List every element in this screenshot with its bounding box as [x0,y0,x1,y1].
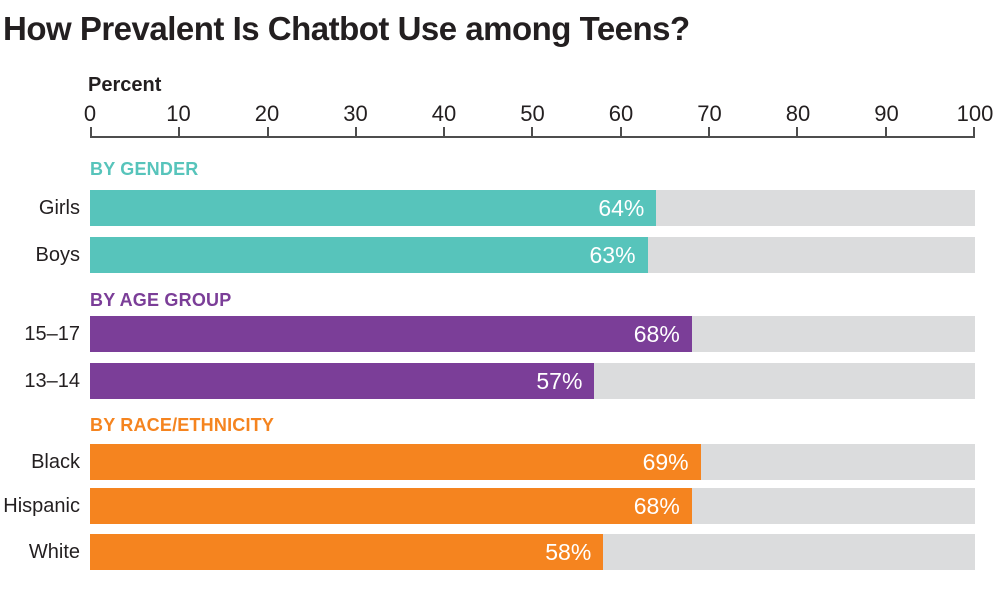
axis-tick-labels: 0 10 20 30 40 50 60 70 80 90 100 [84,101,993,127]
bar-value-label: 63% [589,242,636,268]
axis-tick-label: 90 [874,101,899,126]
axis-tick-mark [619,127,622,136]
bar-category-label: Boys [35,244,80,266]
axis-tick-mark [796,127,799,136]
axis-tick-mark [708,127,711,136]
bar-row-13-14: 13–14 57% [0,363,1000,399]
axis-tick-label: 60 [608,101,634,126]
bar-value-label: 68% [633,321,680,347]
section-label-race-ethnicity: BY RACE/ETHNICITY [90,415,275,435]
bar-category-label: Hispanic [3,495,80,517]
bar-track: 63% [90,237,975,273]
axis-tick-label: 0 [83,101,97,126]
bar-track: 68% [90,316,975,352]
axis-tick-label: 100 [956,101,994,126]
bar-category-label: White [28,541,80,563]
bar-fill: 68% [90,316,692,352]
axis-tick-label: 70 [697,101,722,126]
axis-unit-label: Percent [88,74,162,96]
bar-fill: 64% [90,190,657,226]
axis-tick-mark [90,127,92,136]
axis-tick-label: 80 [785,101,811,126]
axis-tick-mark [266,127,269,136]
bar-category-label: Black [31,451,80,473]
bar-row-white: White 58% [0,534,1000,570]
bar-category-label: 15–17 [24,323,80,345]
bar-category-label: Girls [38,197,80,219]
bar-value-label: 64% [598,195,645,221]
bar-value-label: 57% [536,368,583,394]
axis-tick-label: 10 [166,101,191,126]
bar-value-label: 69% [642,449,689,475]
bar-category-label: 13–14 [24,370,80,392]
bar-fill: 68% [90,488,692,524]
bar-row-boys: Boys 63% [0,237,1000,273]
bar-fill: 69% [90,444,701,480]
axis-tick-mark [178,127,181,136]
bar-value-label: 68% [633,493,680,519]
axis-tick-mark [531,127,534,136]
bar-row-girls: Girls 64% [0,190,1000,226]
section-label-age-group: BY AGE GROUP [90,290,232,310]
axis-tick-label: 50 [520,101,545,126]
axis-tick-label: 40 [431,101,457,126]
bar-track: 64% [90,190,975,226]
axis-tick-label: 20 [254,101,280,126]
bar-row-hispanic: Hispanic 68% [0,488,1000,524]
bar-fill: 57% [90,363,595,399]
chart-title: How Prevalent Is Chatbot Use among Teens… [3,10,690,47]
bar-track: 58% [90,534,975,570]
axis-tick-mark [443,127,446,136]
bar-value-label: 58% [545,539,592,565]
section-label-gender: BY GENDER [90,159,199,179]
axis-tick-label: 30 [343,101,368,126]
bar-fill: 58% [90,534,604,570]
bar-track: 69% [90,444,975,480]
bar-track: 57% [90,363,975,399]
bar-track: 68% [90,488,975,524]
axis-line [90,127,975,138]
bar-row-15-17: 15–17 68% [0,316,1000,352]
axis-tick-mark [884,127,887,136]
bar-row-black: Black 69% [0,444,1000,480]
axis-tick-mark [354,127,357,136]
axis-tick-mark [972,127,975,136]
bar-fill: 63% [90,237,648,273]
